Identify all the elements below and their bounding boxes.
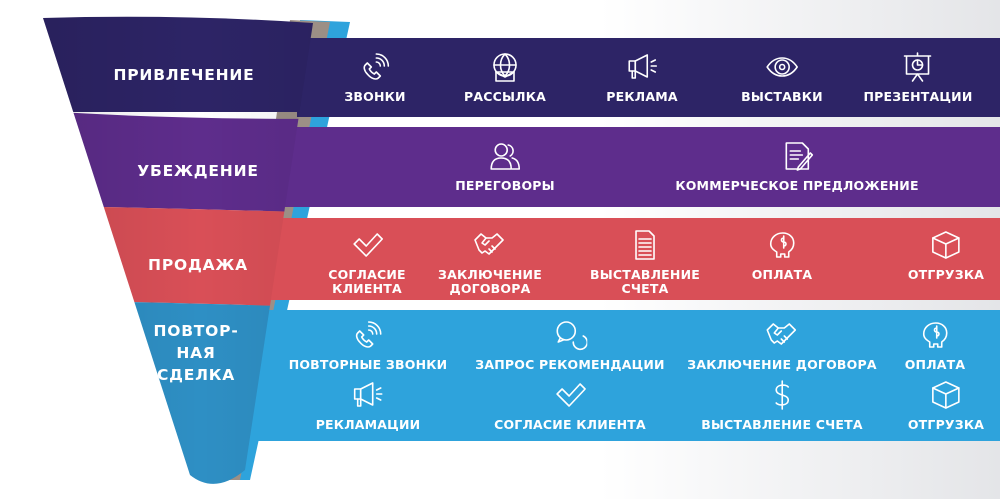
item-label: ЗАКЛЮЧЕНИЕ ДОГОВОРА (687, 357, 877, 372)
item-label: ПРЕЗЕНТАЦИИ (863, 89, 973, 104)
item-label: ОТГРУЗКА (907, 417, 985, 432)
item-label: ОПЛАТА (751, 267, 813, 282)
stage-sale: ПРОДАЖА (148, 256, 248, 274)
item-advertising: РЕКЛАМА (606, 50, 678, 104)
item-label: РЕКЛАМАЦИИ (315, 417, 421, 432)
item-label: ЗВОНКИ (344, 89, 406, 104)
megaphone-icon (628, 54, 657, 79)
item-label: ПЕРЕГОВОРЫ (455, 178, 555, 193)
people-icon (490, 143, 520, 170)
chat-icon (556, 321, 587, 351)
presentation-icon (904, 52, 932, 82)
item-label: КОММЕРЧЕСКОЕ ПРЕДЛОЖЕНИЕ (675, 178, 919, 193)
item-label: РЕКЛАМА (606, 89, 678, 104)
item-label: ВЫСТАВКИ (741, 89, 823, 104)
piggy-bank-icon (770, 232, 795, 258)
megaphone-icon (354, 382, 383, 407)
band-repeat-deal: ПОВТОРНЫЕ ЗВОНКИ ЗАПРОС РЕКОМЕНДАЦИИ ЗАК… (232, 310, 1000, 441)
item-exhibitions: ВЫСТАВКИ (741, 50, 823, 104)
handshake-icon (474, 233, 504, 255)
item-negotiations: ПЕРЕГОВОРЫ (455, 139, 555, 193)
check-icon (556, 383, 586, 407)
document-icon (635, 230, 655, 260)
stage-persuasion: УБЕЖДЕНИЕ (137, 162, 259, 180)
item-label: ЗАПРОС РЕКОМЕНДАЦИИ (475, 357, 665, 372)
band-attraction: ЗВОНКИ РАССЫЛКА РЕКЛАМА ВЫСТАВКИ ПРЕЗЕНТ… (297, 38, 1000, 117)
item-repeat-payment: ОПЛАТА (905, 318, 966, 372)
box-icon (932, 381, 960, 409)
item-repeat-shipment: ОТГРУЗКА (908, 378, 984, 432)
phone-icon (363, 53, 389, 80)
item-label: ПОВТОРНЫЕ ЗВОНКИ (288, 357, 448, 372)
piggy-bank-icon (923, 322, 948, 348)
band-persuasion: ПЕРЕГОВОРЫ КОММЕРЧЕСКОЕ ПРЕДЛОЖЕНИЕ (282, 127, 1000, 207)
stage-repeat-deal: ПОВТОР- НАЯ СДЕЛКА (153, 322, 239, 384)
item-calls: ЗВОНКИ (344, 50, 405, 104)
item-label: ОТГРУЗКА (907, 267, 985, 282)
item-payment: ОПЛАТА (752, 228, 813, 282)
box-icon (932, 231, 960, 259)
item-invoice: ВЫСТАВЛЕНИЕ СЧЕТА (590, 228, 700, 296)
eye-icon (766, 57, 798, 77)
item-referral-request: ЗАПРОС РЕКОМЕНДАЦИИ (475, 318, 665, 372)
item-repeat-calls: ПОВТОРНЫЕ ЗВОНКИ (289, 318, 448, 372)
item-label: СОГЛАСИЕ КЛИЕНТА (494, 417, 646, 432)
item-label: ВЫСТАВЛЕНИЕ СЧЕТА (590, 267, 700, 296)
stage-attraction: ПРИВЛЕЧЕНИЕ (113, 66, 255, 84)
band-sale: СОГЛАСИЕ КЛИЕНТА ЗАКЛЮЧЕНИЕ ДОГОВОРА ВЫС… (266, 218, 1000, 300)
document-pen-icon (785, 142, 813, 171)
item-complaints: РЕКЛАМАЦИИ (316, 378, 421, 432)
handshake-icon (766, 323, 796, 345)
dollar-icon (775, 380, 789, 410)
item-repeat-invoice: ВЫСТАВЛЕНИЕ СЧЕТА (701, 378, 863, 432)
check-icon (353, 233, 383, 257)
item-mailing: РАССЫЛКА (464, 50, 546, 104)
item-label: РАССЫЛКА (463, 89, 547, 104)
item-shipment: ОТГРУЗКА (908, 228, 984, 282)
item-client-consent: СОГЛАСИЕ КЛИЕНТА (328, 228, 406, 296)
item-label: ВЫСТАВЛЕНИЕ СЧЕТА (701, 417, 863, 432)
item-label: ЗАКЛЮЧЕНИЕ ДОГОВОРА (438, 267, 542, 296)
item-presentations: ПРЕЗЕНТАЦИИ (864, 50, 973, 104)
item-commercial-offer: КОММЕРЧЕСКОЕ ПРЕДЛОЖЕНИЕ (675, 139, 918, 193)
item-contract: ЗАКЛЮЧЕНИЕ ДОГОВОРА (438, 228, 542, 296)
item-repeat-contract: ЗАКЛЮЧЕНИЕ ДОГОВОРА (687, 318, 877, 372)
item-label: ОПЛАТА (904, 357, 966, 372)
globe-mail-icon (493, 53, 517, 82)
phone-icon (356, 321, 382, 348)
item-repeat-consent: СОГЛАСИЕ КЛИЕНТА (494, 378, 646, 432)
item-label: СОГЛАСИЕ КЛИЕНТА (328, 267, 406, 296)
